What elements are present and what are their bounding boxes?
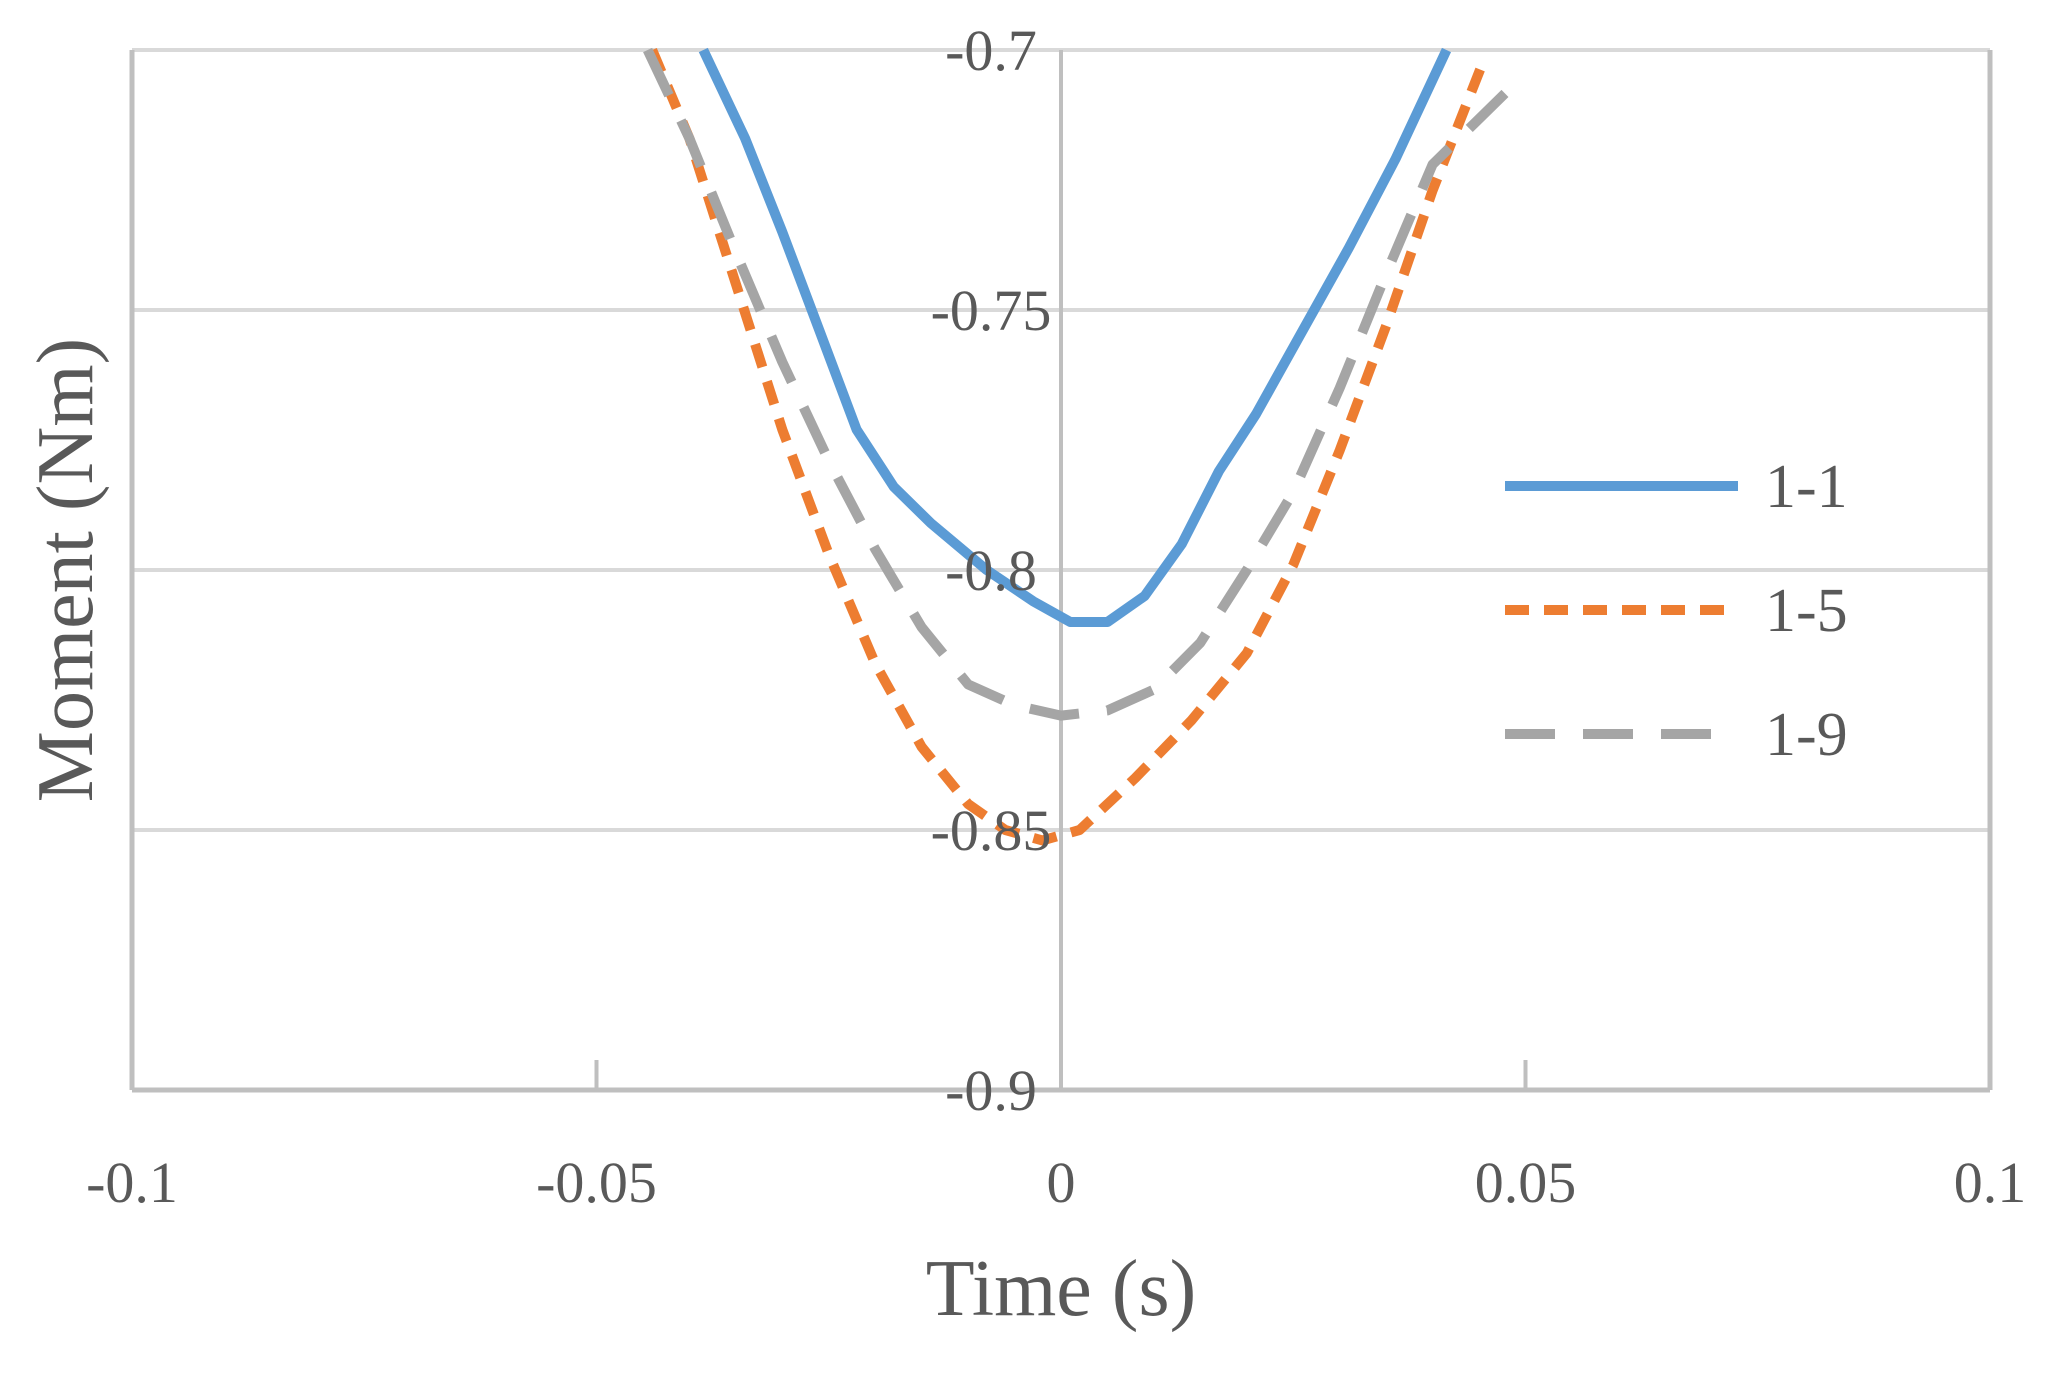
x-tick-label: 0.1 bbox=[1954, 1150, 2027, 1215]
y-tick-label: -0.9 bbox=[945, 1058, 1037, 1123]
x-axis-title: Time (s) bbox=[926, 1245, 1196, 1333]
series-lines bbox=[643, 47, 1511, 846]
x-tick-label: -0.05 bbox=[536, 1150, 657, 1215]
x-tick-label: 0.05 bbox=[1475, 1150, 1577, 1215]
y-tick-label: -0.8 bbox=[945, 538, 1037, 603]
tick-labels: -0.7 -0.75 -0.8 -0.85 -0.9 -0.1 -0.05 0 0.05 0.1 bbox=[86, 18, 2026, 1215]
y-tick-label: -0.7 bbox=[945, 18, 1037, 83]
legend-label-1-1: 1-1 bbox=[1765, 453, 1848, 521]
gridlines bbox=[129, 48, 1993, 1093]
y-axis-title: Moment (Nm) bbox=[22, 338, 110, 802]
x-tick-label: -0.1 bbox=[86, 1150, 178, 1215]
legend: 1-1 1-5 1-9 bbox=[1505, 453, 1848, 769]
y-tick-label: -0.75 bbox=[931, 278, 1052, 343]
legend-label-1-5: 1-5 bbox=[1765, 577, 1848, 645]
series-line-1-1 bbox=[698, 47, 1452, 627]
y-tick-label: -0.85 bbox=[931, 798, 1052, 863]
legend-label-1-9: 1-9 bbox=[1765, 701, 1848, 769]
series-line-1-9 bbox=[643, 47, 1511, 721]
series-line-1-5 bbox=[647, 48, 1489, 846]
x-tick-label: 0 bbox=[1047, 1150, 1076, 1215]
